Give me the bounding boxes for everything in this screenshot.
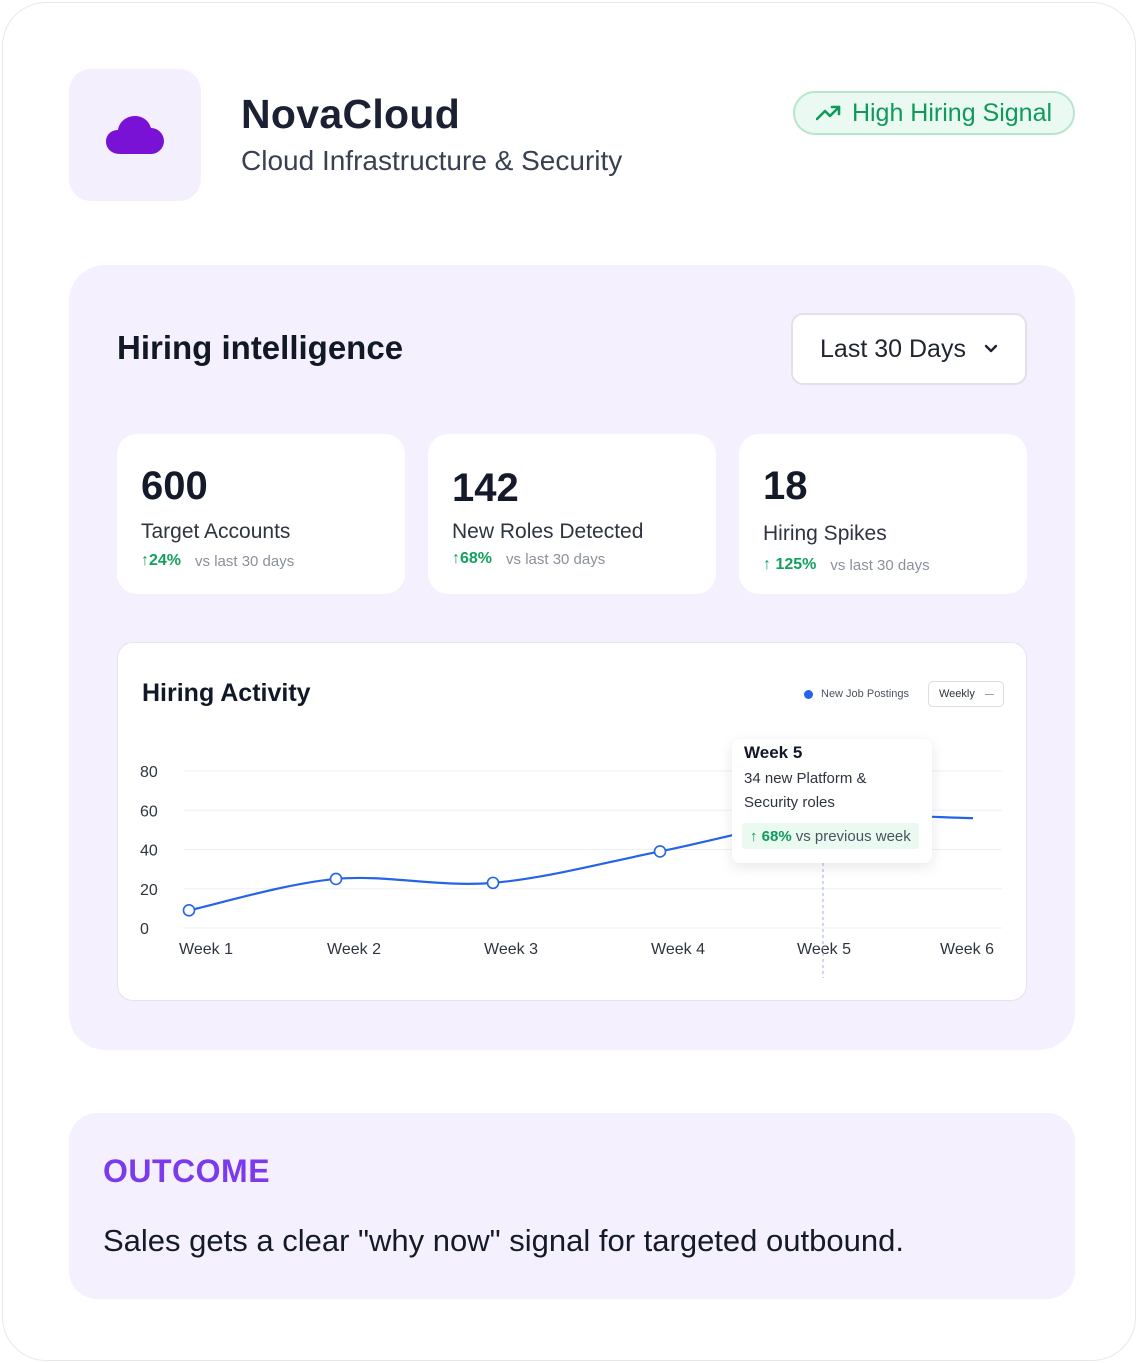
hiring-signal-badge: High Hiring Signal [793,91,1075,135]
y-tick-label: 40 [140,843,158,860]
trending-up-icon [815,105,841,121]
arrow-up-icon: ↑ [141,552,149,569]
delta-note: vs last 30 days [830,556,930,574]
stat-card-target-accounts: 600 Target Accounts ↑24% vs last 30 days [117,434,405,594]
outcome-text: Sales gets a clear "why now" signal for … [103,1223,904,1258]
outcome-panel: OUTCOME Sales gets a clear "why now" sig… [69,1113,1075,1299]
y-tick-label: 20 [140,882,158,899]
y-tick-label: 0 [140,921,149,938]
stat-card-new-roles: 142 New Roles Detected ↑68% vs last 30 d… [428,434,716,594]
y-tick-label: 80 [140,764,158,781]
tooltip-delta-note: vs previous week [795,827,911,845]
data-point [486,876,500,890]
stat-label: Target Accounts [141,520,291,543]
x-tick-label: Week 3 [484,941,538,958]
delta-value: ↑ 125% [763,556,817,573]
legend-label: New Job Postings [821,688,910,700]
delta-note: vs last 30 days [195,552,295,570]
x-tick-label: Week 6 [940,941,994,958]
stat-card-hiring-spikes: 18 Hiring Spikes ↑ 125% vs last 30 days [739,434,1027,594]
x-tick-label: Week 1 [179,941,233,958]
hiring-intelligence-panel: Hiring intelligence Last 30 Days 600 Tar… [69,265,1075,1050]
chevron-down-icon [984,344,998,353]
dash-icon [984,693,994,695]
chart-legend: New Job Postings [804,688,909,700]
arrow-up-icon: ↑ [750,827,762,845]
x-tick-label: Week 4 [651,941,705,958]
company-logo [69,69,201,201]
company-name: NovaCloud [241,91,461,137]
stat-delta: ↑68% vs last 30 days [452,550,605,568]
stat-value: 18 [763,464,808,508]
stat-label: New Roles Detected [452,520,644,543]
company-tagline: Cloud Infrastructure & Security [241,145,623,176]
tooltip-title: Week 5 [744,743,803,762]
data-point [329,872,343,886]
stat-delta: ↑24% vs last 30 days [141,552,294,570]
data-point [182,904,196,917]
x-tick-label: Week 2 [327,941,381,958]
legend-marker [804,689,813,699]
stat-value: 142 [452,466,519,510]
outcome-label: OUTCOME [103,1153,271,1189]
stat-value: 600 [141,464,208,508]
stat-delta: ↑ 125% vs last 30 days [763,556,930,574]
x-tick-label: Week 5 [797,941,851,958]
chart-tooltip: Week 5 34 new Platform & Security roles … [732,739,932,863]
date-range-value: Last 30 Days [820,334,966,363]
panel-title: Hiring intelligence [117,329,404,366]
hiring-signal-label: High Hiring Signal [851,98,1053,127]
arrow-up-icon: ↑ [452,550,460,567]
chart-plot: 0 20 40 60 80 Week 1 Week 2 Week 3 Week 4 Week 5 W… [140,764,1002,978]
interval-select[interactable]: Weekly [928,681,1004,707]
tooltip-text: 34 new Platform & Security roles [744,770,867,811]
stat-label: Hiring Spikes [763,522,887,545]
date-range-select[interactable]: Last 30 Days [791,313,1027,385]
chart-title: Hiring Activity [142,679,311,707]
tooltip-delta: ↑ 68% vs previous week [742,823,919,849]
delta-value: ↑24% [141,552,182,569]
data-point [653,845,667,858]
delta-note: vs last 30 days [506,550,606,568]
tooltip-delta-value: ↑ 68% [750,827,792,845]
hiring-activity-chart: Hiring Activity New Job Postings Weekly … [117,642,1027,1001]
delta-value: ↑68% [452,550,493,567]
interval-value: Weekly [939,688,975,700]
arrow-up-icon: ↑ [763,556,776,573]
cloud-icon [106,116,164,154]
y-tick-label: 60 [140,803,158,820]
